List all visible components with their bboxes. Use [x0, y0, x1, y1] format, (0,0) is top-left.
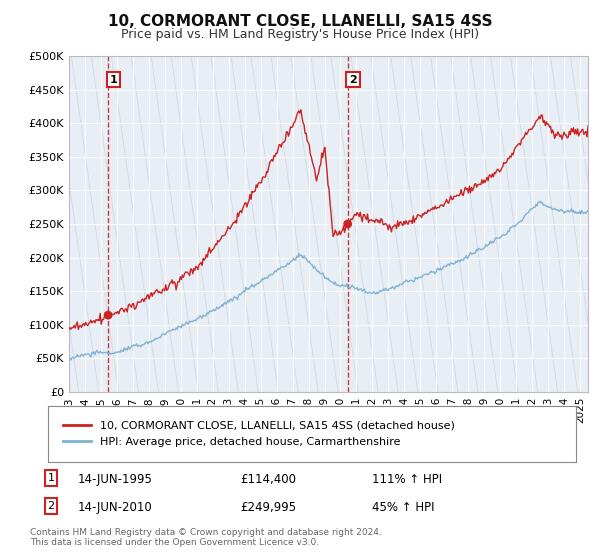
Text: Price paid vs. HM Land Registry's House Price Index (HPI): Price paid vs. HM Land Registry's House … — [121, 28, 479, 41]
Text: £249,995: £249,995 — [240, 501, 296, 514]
Legend: 10, CORMORANT CLOSE, LLANELLI, SA15 4SS (detached house), HPI: Average price, de: 10, CORMORANT CLOSE, LLANELLI, SA15 4SS … — [59, 416, 459, 452]
Text: 1: 1 — [47, 473, 55, 483]
Text: 10, CORMORANT CLOSE, LLANELLI, SA15 4SS: 10, CORMORANT CLOSE, LLANELLI, SA15 4SS — [108, 14, 492, 29]
Text: 2: 2 — [47, 501, 55, 511]
Text: 45% ↑ HPI: 45% ↑ HPI — [372, 501, 434, 514]
Point — [343, 220, 352, 228]
Text: 2: 2 — [349, 74, 357, 85]
Text: 14-JUN-2010: 14-JUN-2010 — [78, 501, 153, 514]
Text: 14-JUN-1995: 14-JUN-1995 — [78, 473, 153, 486]
Text: 1: 1 — [110, 74, 118, 85]
Text: £114,400: £114,400 — [240, 473, 296, 486]
Text: 111% ↑ HPI: 111% ↑ HPI — [372, 473, 442, 486]
Point — [103, 311, 113, 320]
Text: Contains HM Land Registry data © Crown copyright and database right 2024.
This d: Contains HM Land Registry data © Crown c… — [30, 528, 382, 547]
